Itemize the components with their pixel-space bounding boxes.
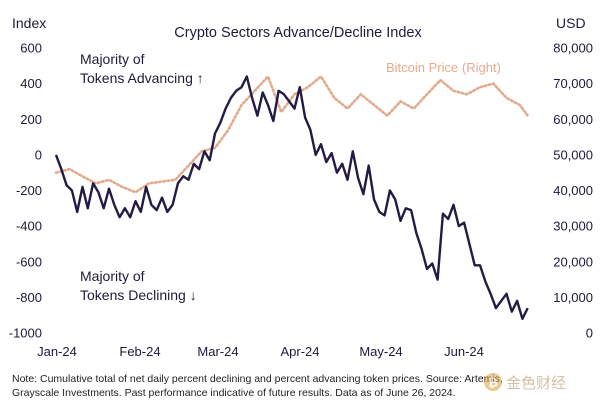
annotation-advancing-line2: Tokens Advancing ↑ [80,70,204,86]
left-axis-label: Index [12,15,46,31]
left-tick-label: -1000 [9,326,42,341]
annotation-advancing-line1: Majority of [80,51,145,67]
bitcoin-logo-icon [484,373,502,391]
x-tick-label: Mar-24 [197,344,238,359]
right-tick-label: 60,000 [553,112,593,127]
right-tick-label: 30,000 [553,219,593,234]
right-tick-label: 20,000 [553,254,593,269]
x-tick-label: Apr-24 [280,344,319,359]
x-tick-label: Jun-24 [444,344,484,359]
chart-title: Crypto Sectors Advance/Decline Index [174,25,422,41]
x-tick-label: Jan-24 [37,344,77,359]
footnote: Note: Cumulative total of net daily perc… [12,372,572,400]
left-tick-label: -400 [16,219,42,234]
legend-bitcoin-price: Bitcoin Price (Right) [386,60,501,75]
left-axis-ticks: 600 400 200 0 -200 -400 -600 -800 -1000 [9,41,42,341]
right-axis-label: USD [556,15,586,31]
watermark-text: 金色财经 [506,375,566,392]
right-tick-label: 80,000 [553,41,593,56]
annotation-declining-line1: Majority of [80,268,145,284]
x-tick-label: Feb-24 [119,344,160,359]
left-tick-label: 200 [20,112,42,127]
right-tick-label: 50,000 [553,147,593,162]
bitcoin-price-line [54,74,530,194]
advance-decline-index-line [54,75,529,320]
left-tick-label: 400 [20,76,42,91]
annotation-declining-line2: Tokens Declining ↓ [80,287,197,303]
right-tick-label: 70,000 [553,76,593,91]
bitcoin-logo-glyph: ₿ [488,376,498,390]
right-axis-ticks: 80,000 70,000 60,000 50,000 40,000 30,000 20,0… [553,41,593,341]
right-tick-label: 40,000 [553,183,593,198]
watermark: ₿ 金色财经 [484,373,566,392]
right-tick-label: 10,000 [553,290,593,305]
footnote-line-2: Grayscale Investments. Past performance … [12,387,456,399]
x-tick-label: May-24 [359,344,402,359]
left-tick-label: -800 [16,290,42,305]
x-axis-ticks: Jan-24 Feb-24 Mar-24 Apr-24 May-24 Jun-24 [37,344,484,359]
left-tick-label: 0 [35,147,42,162]
footnote-line-1: Note: Cumulative total of net daily perc… [12,373,503,385]
right-tick-label: 0 [586,326,593,341]
left-tick-label: -200 [16,183,42,198]
left-tick-label: -600 [16,254,42,269]
left-tick-label: 600 [20,41,42,56]
